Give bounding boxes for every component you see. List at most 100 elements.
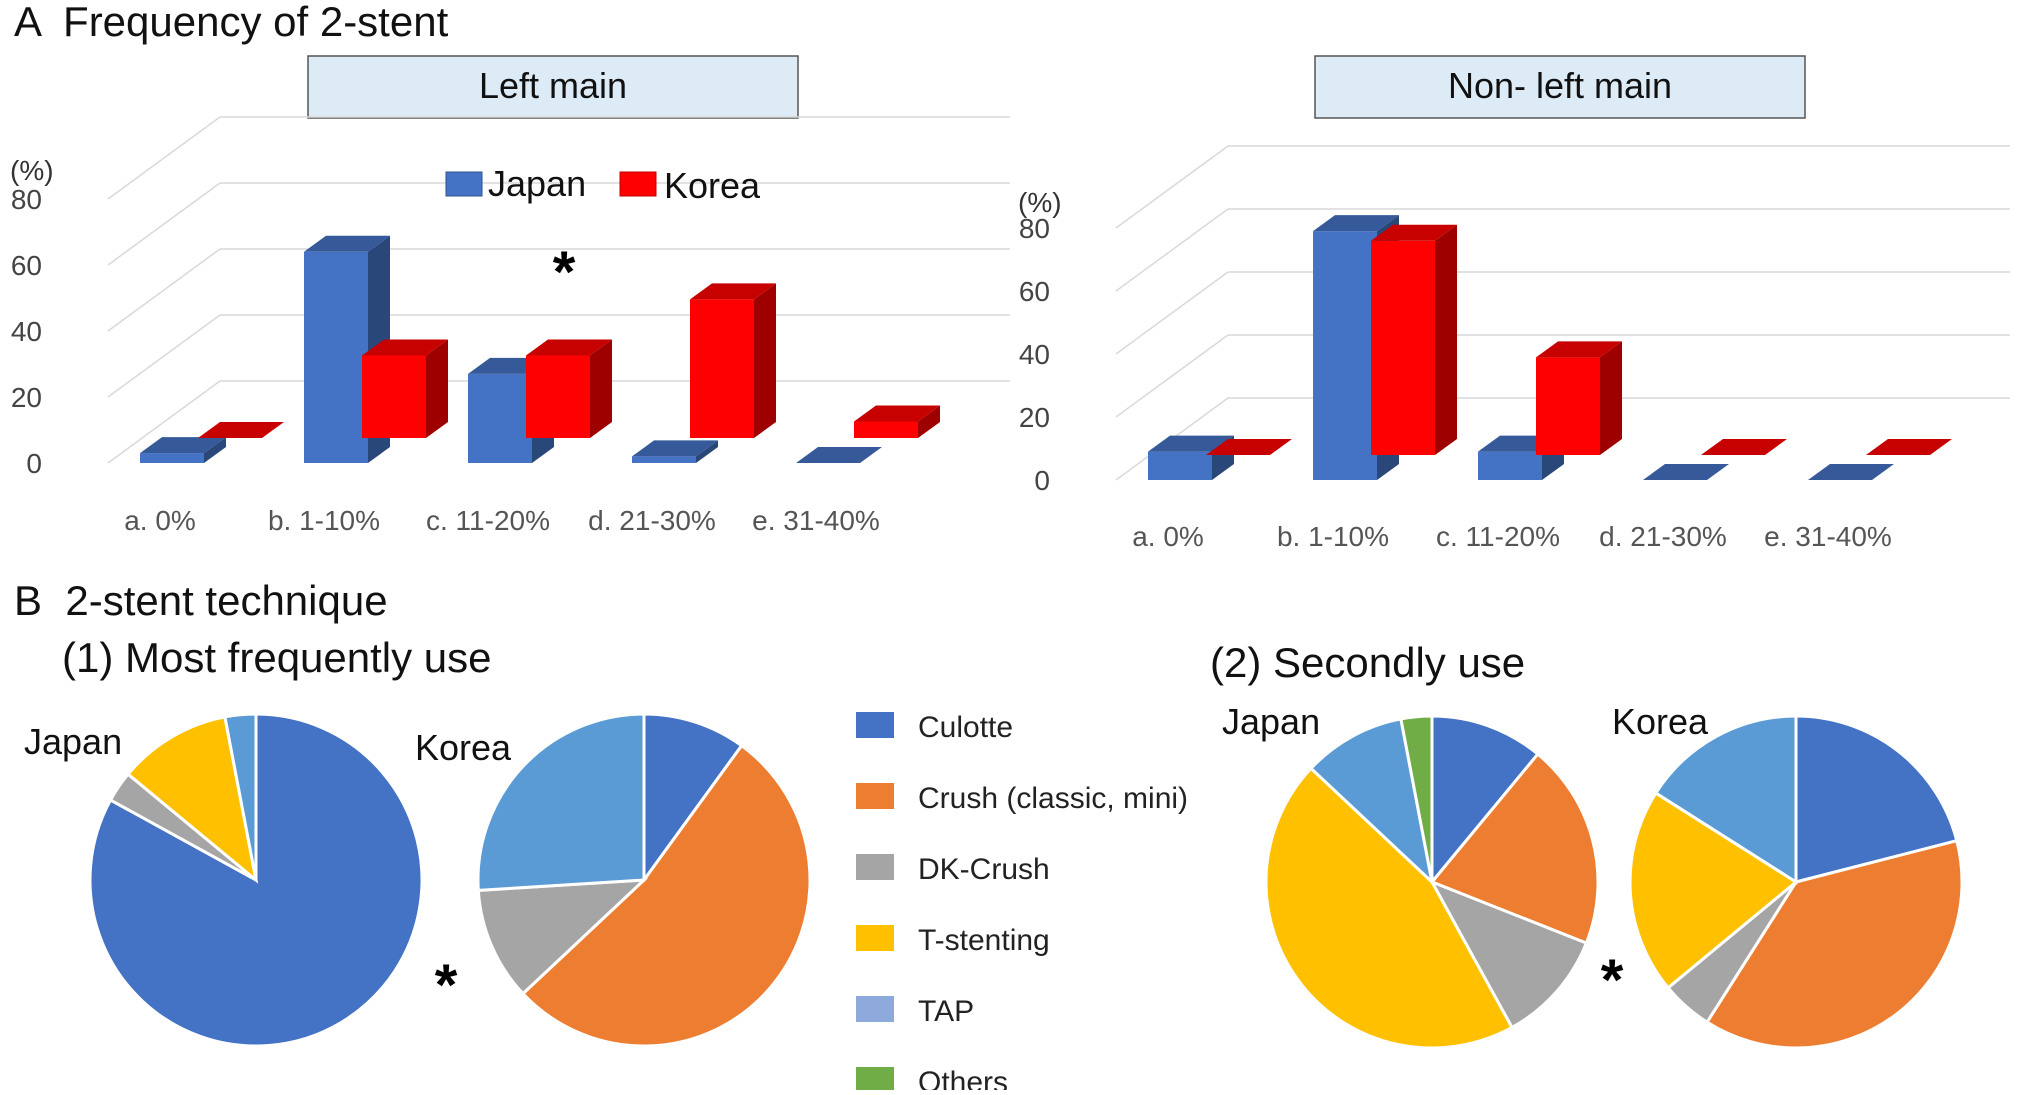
left-main-y-ticks: 0 20 40 60 80 bbox=[11, 184, 42, 479]
left-main-bar-korea-1-front bbox=[362, 355, 426, 438]
pie-second-japan-slice-tap bbox=[1308, 717, 1435, 887]
non-left-main-y-tick-label: 20 bbox=[1019, 402, 1050, 433]
left-main-bar-japan-3 bbox=[632, 440, 718, 463]
left-main-gridline-side bbox=[107, 116, 221, 200]
non-left-main-bar-japan-4 bbox=[1808, 464, 1894, 480]
pie-most-japan: Japan bbox=[24, 712, 424, 1048]
non-left-main-bar-japan-0-top bbox=[1148, 435, 1234, 452]
left-main-y-tick-label: 20 bbox=[11, 382, 42, 413]
pie-second-korea-slices bbox=[1628, 714, 1964, 1050]
non-left-main-y-tick-label: 0 bbox=[1034, 465, 1050, 496]
non-left-main-bar-korea-1-side bbox=[1435, 224, 1457, 455]
left-main-bar-korea-4-side bbox=[918, 405, 940, 438]
pie-legend-swatch bbox=[856, 783, 894, 809]
left-main-bar-korea-0 bbox=[198, 422, 284, 438]
non-left-main-bar-japan-0-front bbox=[1148, 451, 1212, 480]
non-left-main-x-tick-label: e. 31-40% bbox=[1764, 521, 1892, 552]
left-main-bars bbox=[140, 235, 940, 463]
non-left-main-bar-japan-1-front bbox=[1313, 231, 1377, 480]
left-main-bar-japan-1-top bbox=[304, 235, 390, 252]
pie-most-korea-slice-dk-crush bbox=[476, 878, 649, 996]
non-left-main-x-tick-label: c. 11-20% bbox=[1436, 521, 1560, 552]
left-main-bar-chart: Left main (%) 0 20 40 60 80 a. 0% b. 1-10% c. … bbox=[10, 55, 1010, 536]
pie-legend-label: TAP bbox=[918, 995, 974, 1028]
pie-second-japan-slice-others bbox=[1399, 714, 1434, 883]
left-main-gridline-side bbox=[107, 182, 221, 266]
non-left-main-gridline-side bbox=[1115, 334, 1229, 418]
pie-most-korea-slice-crush-classic-mini bbox=[520, 743, 812, 1048]
left-main-bar-japan-0-side bbox=[204, 437, 226, 463]
pie-second-korea-asterisk: * bbox=[1601, 948, 1624, 1013]
pie-second-korea-slice-culotte bbox=[1794, 714, 1959, 884]
pie-second-korea-slice-crush-classic-mini bbox=[1704, 838, 1964, 1050]
pie-second-japan-title: Japan bbox=[1222, 701, 1320, 742]
panel-b2-title: (2) Secondly use bbox=[1210, 639, 1525, 686]
left-main-bar-korea-2-side bbox=[590, 339, 612, 438]
non-left-main-bar-korea-1-front bbox=[1371, 240, 1435, 455]
left-main-x-tick-label: c. 11-20% bbox=[426, 505, 550, 536]
pie-most-korea-slice-culotte bbox=[642, 712, 744, 885]
left-main-y-unit: (%) bbox=[10, 155, 54, 186]
pie-second-korea: Korea * bbox=[1601, 701, 1964, 1050]
non-left-main-bar-korea-4 bbox=[1866, 439, 1952, 455]
left-main-gridline-side bbox=[107, 314, 221, 398]
pie-legend: Culotte Crush (classic, mini) DK-Crush T-st… bbox=[856, 711, 1188, 1095]
pie-second-japan-slices bbox=[1264, 714, 1600, 1050]
non-left-main-bar-korea-4-top bbox=[1866, 439, 1952, 455]
non-left-main-bar-japan-0 bbox=[1148, 435, 1234, 480]
pie-second-japan-slice-culotte bbox=[1430, 714, 1540, 887]
non-left-main-x-tick-label: b. 1-10% bbox=[1277, 521, 1389, 552]
non-left-main-bar-japan-3 bbox=[1643, 464, 1729, 480]
left-main-bar-japan-3-side bbox=[696, 440, 718, 463]
non-left-main-bar-korea-3-top bbox=[1701, 439, 1787, 455]
left-main-bar-korea-3-front bbox=[690, 299, 754, 438]
left-main-significance-asterisk: * bbox=[553, 240, 576, 305]
non-left-main-bar-korea-1-top bbox=[1371, 224, 1457, 241]
pie-legend-label: Others bbox=[918, 1066, 1008, 1090]
pie-second-japan: Japan bbox=[1222, 701, 1600, 1050]
non-left-main-bars bbox=[1148, 215, 1952, 480]
non-left-main-bar-korea-0-top bbox=[1206, 439, 1292, 455]
non-left-main-bar-korea-1 bbox=[1371, 224, 1457, 455]
pie-second-korea-title: Korea bbox=[1612, 701, 1709, 742]
left-main-bar-korea-0-top bbox=[198, 422, 284, 438]
non-left-main-y-unit: (%) bbox=[1018, 187, 1062, 218]
left-main-y-tick-label: 80 bbox=[11, 184, 42, 215]
pie-second-korea-slice-t-stenting bbox=[1628, 790, 1799, 990]
left-main-bar-japan-1-front bbox=[304, 251, 368, 463]
left-main-chart-title: Left main bbox=[479, 65, 627, 106]
left-main-bar-japan-0 bbox=[140, 437, 226, 463]
left-main-x-tick-label: e. 31-40% bbox=[752, 505, 880, 536]
non-left-main-y-tick-label: 80 bbox=[1019, 213, 1050, 244]
pie-most-japan-title: Japan bbox=[24, 721, 122, 762]
panel-b-title: B 2-stent technique bbox=[14, 577, 388, 624]
pie-most-japan-slice-t-stenting bbox=[125, 715, 259, 884]
left-main-bar-korea-4 bbox=[854, 405, 940, 438]
left-main-y-tick-label: 0 bbox=[26, 448, 42, 479]
left-main-bar-japan-2-front bbox=[468, 373, 532, 463]
left-main-gridline-side bbox=[107, 380, 221, 464]
non-left-main-bar-japan-3-top bbox=[1643, 464, 1729, 480]
pie-second-japan-slice-crush-classic-mini bbox=[1429, 751, 1600, 946]
left-main-bar-japan-0-top bbox=[140, 437, 226, 454]
non-left-main-title-box bbox=[1314, 55, 1806, 119]
left-main-bar-japan-0-front bbox=[140, 453, 204, 463]
pie-most-korea-slice-tap bbox=[476, 712, 646, 893]
non-left-main-bar-japan-2-front bbox=[1478, 451, 1542, 480]
pie-most-korea: Korea * bbox=[415, 712, 812, 1048]
left-main-bar-korea-2-top bbox=[526, 339, 612, 356]
non-left-main-x-tick-label: a. 0% bbox=[1132, 521, 1204, 552]
non-left-main-bar-korea-2-top bbox=[1536, 341, 1622, 358]
non-left-main-bar-chart: Non- left main (%) 0 20 40 60 80 a. 0% b. 1-1… bbox=[1018, 55, 2010, 552]
left-main-bar-japan-4-top bbox=[796, 447, 882, 463]
pie-second-japan-slice-dk-crush bbox=[1428, 879, 1589, 1030]
non-left-main-y-ticks: 0 20 40 60 80 bbox=[1019, 213, 1050, 496]
left-main-bar-korea-4-front bbox=[854, 421, 918, 438]
left-main-bar-korea-3 bbox=[690, 283, 776, 438]
pie-legend-swatch bbox=[856, 996, 894, 1022]
left-main-bar-japan-3-top bbox=[632, 440, 718, 457]
left-main-bar-japan-3-front bbox=[632, 456, 696, 463]
pie-legend-label: Crush (classic, mini) bbox=[918, 782, 1188, 815]
left-main-bar-korea-1-side bbox=[426, 339, 448, 438]
